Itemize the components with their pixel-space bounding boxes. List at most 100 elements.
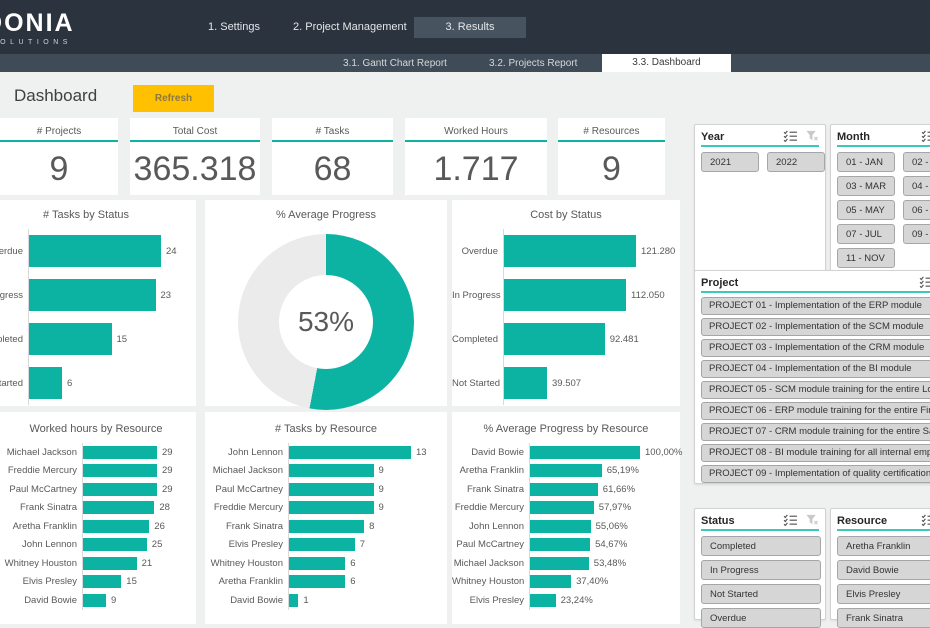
slicer-item[interactable]: 02 - FEB [903, 152, 930, 172]
category-label: David Bowie [230, 594, 283, 606]
slicer-underline [701, 145, 819, 147]
slicer-item[interactable]: Frank Sinatra [837, 608, 930, 628]
slicer-item[interactable]: 01 - JAN [837, 152, 895, 172]
value-label: 6 [67, 377, 73, 389]
donut-hole: 53% [279, 275, 373, 369]
clear-filter-icon[interactable] [805, 514, 819, 526]
value-label: 54,67% [595, 539, 628, 551]
slicer-item[interactable]: PROJECT 09 - Implementation of quality c… [701, 465, 930, 483]
clear-filter-icon[interactable] [805, 130, 819, 142]
slicer-item[interactable]: PROJECT 07 - CRM module training for the… [701, 423, 930, 441]
multi-select-icon[interactable] [921, 514, 930, 526]
slicer-item[interactable]: PROJECT 03 - Implementation of the CRM m… [701, 339, 930, 357]
value-label: 61,66% [602, 483, 636, 495]
kpi-card-worked-hours: Worked Hours 1.717 [405, 118, 547, 195]
slicer-item[interactable]: 05 - MAY [837, 200, 895, 220]
bar-track: 29 [82, 461, 196, 480]
kpi-label: Worked Hours [444, 126, 508, 137]
bar [29, 279, 156, 311]
category-label: Freddie Mercury [454, 502, 524, 514]
bar [289, 464, 374, 478]
value-label: 25 [151, 539, 163, 551]
slicer-item[interactable]: Completed [701, 536, 821, 556]
slicer-item[interactable]: 2022 [767, 152, 825, 172]
multi-select-icon[interactable] [921, 130, 930, 142]
nav-item-settings[interactable]: 1. Settings [208, 21, 260, 33]
kpi-value: 1.717 [433, 150, 519, 188]
bar-track: 65,19% [529, 461, 680, 480]
slicer-item[interactable]: Aretha Franklin [837, 536, 930, 556]
top-navigation-bar: ADONIA SOLUTIONS 1. Settings 2. Project … [0, 0, 930, 54]
slicer-title: Month [837, 131, 870, 143]
kpi-value: 68 [313, 150, 352, 188]
nav-item-project-management[interactable]: 2. Project Management [293, 21, 407, 33]
kpi-label: # Projects [36, 126, 82, 137]
slicer-item[interactable]: 2021 [701, 152, 759, 172]
bar-track: 8 [288, 517, 447, 536]
bar-plot: Michael Jackson 29 Freddie Mercury 29 Paul M… [0, 443, 196, 610]
bar-track: 6 [288, 572, 447, 591]
slicer-item[interactable]: PROJECT 01 - Implementation of the ERP m… [701, 297, 930, 315]
status-slicer: Status Completed In Progress Not Started Ov… [694, 508, 826, 628]
donut-center-label: 53% [297, 306, 355, 337]
multi-select-icon[interactable] [783, 514, 798, 526]
resource-slicer: Resource Aretha Franklin David Bowie Elvis… [830, 508, 930, 628]
multi-select-icon[interactable] [783, 130, 798, 142]
bar-row: Overdue 24 [0, 229, 196, 273]
bar-track: 61,66% [529, 480, 680, 499]
kpi-card-tasks: # Tasks 68 [272, 118, 393, 195]
chart-title: # Tasks by Resource [275, 423, 377, 435]
category-label: John Lennon [228, 446, 283, 458]
brand-tagline: SOLUTIONS [0, 39, 72, 46]
slicer-underline [837, 145, 930, 147]
slicer-item[interactable]: 09 - SEP [903, 224, 930, 244]
slicer-item[interactable]: In Progress [701, 560, 821, 580]
bar [530, 575, 572, 589]
value-label: 9 [378, 502, 384, 514]
chart-title: % Average Progress [275, 209, 377, 221]
slicer-item[interactable]: Elvis Presley [837, 584, 930, 604]
bar-row: In Progress 23 [0, 273, 196, 317]
value-label: 7 [359, 539, 365, 551]
slicer-item[interactable]: David Bowie [837, 560, 930, 580]
slicer-item[interactable]: PROJECT 06 - ERP module training for the… [701, 402, 930, 420]
kpi-label: # Tasks [315, 126, 350, 137]
category-label: Overdue [0, 245, 23, 257]
slicer-item[interactable]: 03 - MAR [837, 176, 895, 196]
refresh-button[interactable]: Refresh [133, 85, 214, 112]
slicer-title: Year [701, 131, 725, 143]
slicer-item[interactable]: 11 - NOV [837, 248, 895, 268]
category-label: Completed [0, 333, 23, 345]
bar [289, 445, 411, 459]
bar-row: Paul McCartney 54,67% [452, 535, 680, 554]
slicer-item[interactable]: 04 - APR [903, 176, 930, 196]
tab-dashboard[interactable]: 3.3. Dashboard [602, 54, 731, 72]
value-label: 57,97% [598, 502, 632, 514]
slicer-item[interactable]: PROJECT 02 - Implementation of the SCM m… [701, 318, 930, 336]
bar-row: Elvis Presley 7 [205, 535, 447, 554]
slicer-item[interactable]: PROJECT 04 - Implementation of the BI mo… [701, 360, 930, 378]
category-label: Whitney Houston [210, 557, 283, 569]
slicer-item[interactable]: Not Started [701, 584, 821, 604]
nav-item-results[interactable]: 3. Results [414, 17, 526, 38]
tab-gantt-chart-report[interactable]: 3.1. Gantt Chart Report [343, 58, 447, 69]
progress-by-resource-chart: % Average Progress by Resource David Bow… [452, 412, 683, 624]
bar [83, 575, 122, 589]
bar [289, 575, 346, 589]
slicer-item[interactable]: Overdue [701, 608, 821, 628]
slicer-item[interactable]: 06 - JUN [903, 200, 930, 220]
kpi-accent-line [405, 140, 547, 142]
multi-select-icon[interactable] [919, 276, 930, 288]
slicer-item[interactable]: PROJECT 08 - BI module training for all … [701, 444, 930, 462]
category-label: Freddie Mercury [7, 465, 77, 477]
tab-projects-report[interactable]: 3.2. Projects Report [489, 58, 578, 69]
slicer-underline [837, 529, 930, 531]
slicer-item[interactable]: PROJECT 05 - SCM module training for the… [701, 381, 930, 399]
worked-hours-by-resource-chart: Worked hours by Resource Michael Jackson… [0, 412, 196, 624]
slicer-item[interactable]: 07 - JUL [837, 224, 895, 244]
average-progress-chart: % Average Progress 53% [205, 200, 447, 410]
value-label: 92.481 [609, 333, 639, 345]
value-label: 9 [111, 594, 117, 606]
bar-row: David Bowie 1 [205, 591, 447, 610]
